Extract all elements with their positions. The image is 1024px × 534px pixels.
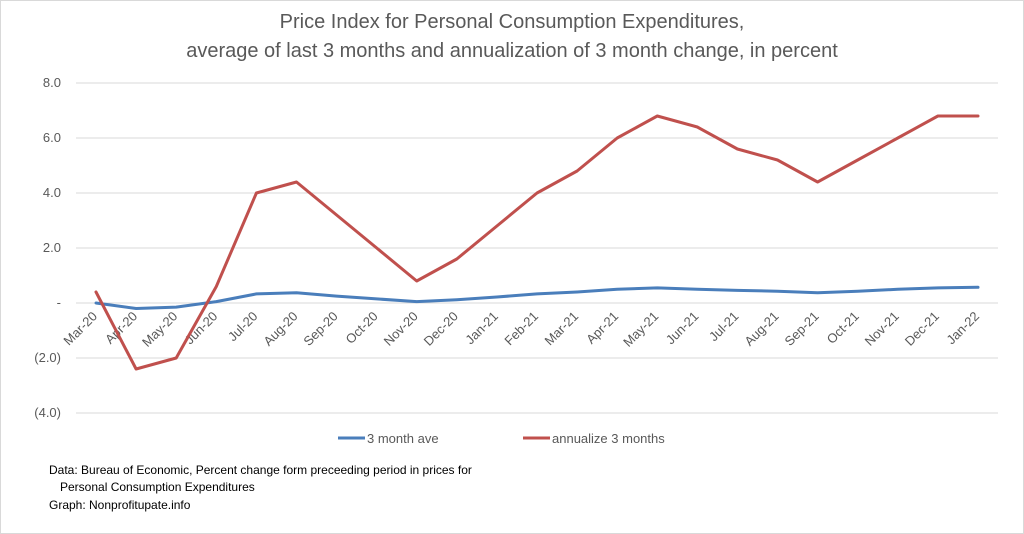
x-tick-label: Dec-20	[421, 309, 461, 349]
x-tick-label: Mar-20	[60, 309, 100, 349]
source-note-line-1: Data: Bureau of Economic, Percent change…	[49, 463, 472, 477]
x-tick-label: May-20	[139, 309, 180, 350]
x-tick-label: Dec-21	[902, 309, 942, 349]
y-axis-ticks: 8.0 6.0 4.0 2.0 - (2.0) (4.0)	[34, 75, 61, 420]
x-tick-label: Apr-21	[583, 309, 621, 347]
legend: 3 month ave annualize 3 months	[338, 431, 665, 446]
x-tick-label: Mar-21	[541, 309, 581, 349]
x-tick-label: Jul-20	[225, 309, 261, 345]
x-tick-label: Oct-20	[343, 309, 381, 347]
x-tick-label: Feb-21	[501, 309, 541, 349]
chart-title-line-2: average of last 3 months and annualizati…	[186, 40, 838, 62]
x-tick-label: Oct-21	[824, 309, 862, 347]
x-tick-label: Sep-21	[781, 309, 821, 349]
x-tick-label: Jul-21	[706, 309, 742, 345]
series-lines	[94, 114, 980, 371]
x-tick-label: Jun-21	[663, 309, 702, 348]
x-tick-label: May-21	[620, 309, 661, 350]
y-tick-label: 8.0	[43, 75, 61, 90]
y-tick-label: (4.0)	[34, 405, 61, 420]
legend-label: annualize 3 months	[552, 431, 665, 446]
chart-title-line-1: Price Index for Personal Consumption Exp…	[279, 11, 745, 33]
y-tick-label: (2.0)	[34, 350, 61, 365]
series-line	[94, 114, 980, 371]
series-line	[94, 285, 980, 310]
x-tick-label: Nov-20	[381, 309, 421, 349]
x-tick-label: Jan-22	[943, 309, 982, 348]
x-tick-label: Aug-20	[260, 309, 300, 349]
legend-label: 3 month ave	[367, 431, 439, 446]
y-tick-label: 6.0	[43, 130, 61, 145]
x-tick-label: Nov-21	[862, 309, 902, 349]
x-tick-label: Jan-21	[462, 309, 501, 348]
x-tick-label: Aug-21	[741, 309, 781, 349]
gridlines	[76, 82, 998, 414]
x-tick-label: Sep-20	[300, 309, 340, 349]
y-tick-label: 2.0	[43, 240, 61, 255]
graph-credit: Graph: Nonprofitupate.info	[49, 498, 191, 512]
y-tick-label: -	[57, 295, 61, 310]
y-tick-label: 4.0	[43, 185, 61, 200]
source-note-line-2: Personal Consumption Expenditures	[60, 480, 255, 494]
